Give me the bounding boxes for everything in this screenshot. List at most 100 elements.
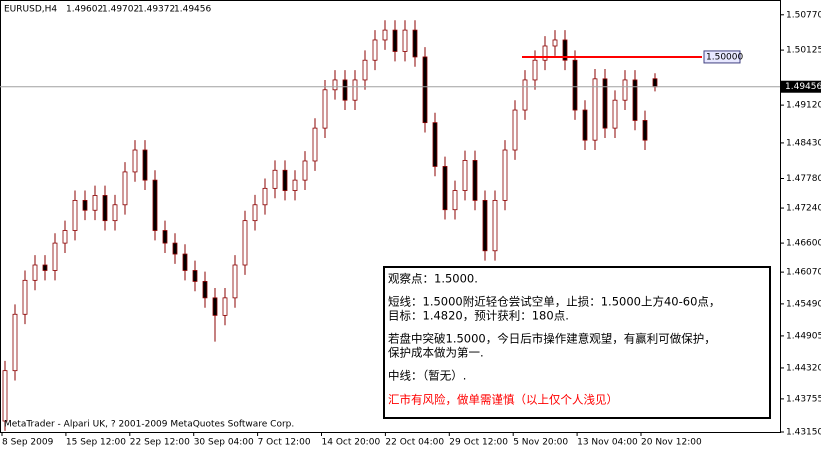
candle-body [572,59,578,111]
candle-body [602,78,608,129]
x-tick-label: 20 Nov 12:00 [641,438,702,448]
candle-body [442,166,448,211]
note-line: 短线：1.5000附近轻仓尝试空单，止损：1.5000上方40-60点， [388,295,720,309]
footer: MetaTrader - Alpari UK, ? 2001-2009 Meta… [4,420,294,430]
x-tick-label: 22 Oct 04:00 [385,438,444,448]
note-line: 保护成本做为第一. [388,346,484,360]
header-price: 1.49602 [66,5,103,15]
candle-body [342,79,348,101]
candle-body [332,79,338,91]
candle-body [302,160,308,181]
y-tick-label: 1.46600 [786,239,821,249]
x-tick-label: 15 Sep 12:00 [66,438,126,448]
candle-body [362,59,368,81]
candle-body [42,264,48,271]
candle-body [72,199,78,231]
level-label: 1.50000 [706,52,743,62]
candle-body [632,79,638,121]
header-price: 1.49456 [174,5,211,15]
note-line: 中线：（暂无）. [388,369,466,383]
note-line: 目标：1.4820，预计获利：180点. [388,309,569,323]
candle-body [212,297,218,316]
candle-body [512,109,518,151]
candle-body [472,160,478,201]
candle-body [652,78,658,88]
candle-body [452,190,458,211]
candle-body [322,89,328,129]
y-tick-label: 1.44320 [786,363,821,373]
y-tick-label: 1.48430 [786,138,821,148]
candle-body [432,122,438,167]
y-tick-label: 1.44905 [786,331,821,341]
candle-body [192,270,198,282]
y-tick-label: 1.50770 [786,10,821,20]
candle-body [502,149,508,201]
candle-body [252,204,258,222]
x-tick-label: 5 Nov 20:00 [513,438,568,448]
candle-body [532,59,538,81]
candle-body [132,149,138,173]
candle-body [272,169,278,189]
candle-body [52,242,58,271]
candle-body [182,253,188,271]
candle-body [642,120,648,141]
header-price: 1.49702 [102,5,139,15]
y-tick-label: 1.47240 [786,204,821,214]
candle-body [372,39,378,61]
candle-body [312,127,318,162]
y-tick-label: 1.47780 [786,174,821,184]
candle-body [282,169,288,191]
x-tick-label: 7 Oct 12:00 [258,438,311,448]
candle-body [482,199,488,252]
candle-body [2,370,8,422]
candle-body [232,264,238,299]
candle-body [242,220,248,266]
candle-body [462,160,468,191]
candle-body [492,199,498,252]
candle-body [392,29,398,52]
candle-body [102,195,108,222]
candle-body [582,109,588,141]
current-price-label: 1.49456 [785,82,821,92]
candle-body [82,199,88,211]
y-tick-label: 1.49120 [786,101,821,111]
candle-body [592,78,598,141]
x-tick-label: 30 Sep 04:00 [194,438,254,448]
candle-body [152,179,158,231]
candle-body [62,230,68,244]
x-tick-label: 22 Sep 12:00 [130,438,190,448]
candle-body [12,313,18,372]
candle-body [142,149,148,181]
candle-body [22,279,28,315]
candle-body [202,281,208,299]
candle-body [292,179,298,191]
candle-body [522,79,528,111]
y-tick-label: 1.46070 [786,268,821,278]
x-tick-label: 13 Nov 04:00 [577,438,638,448]
note-line: 若盘中突破1.5000，今日后市操作建意观望，有赢利可做保护， [388,332,716,346]
candle-body [162,230,168,244]
candle-body [422,56,428,124]
candle-body [32,264,38,281]
candle-body [402,29,408,52]
candle-body [622,79,628,101]
candle-body [122,171,128,206]
candle-body [382,29,388,41]
candle-body [612,99,618,129]
x-tick-label: 8 Sep 2009 [2,438,54,448]
note-line: 观察点：1.5000. [388,272,478,286]
candle-body [262,187,268,206]
symbol: EURUSD,H4 [4,5,57,15]
candle-body [112,204,118,222]
y-tick-label: 1.43150 [786,428,821,438]
candle-body [172,242,178,255]
current-price-tag [781,80,821,93]
level-tag [703,50,741,64]
candle-body [552,39,558,47]
header-price: 1.49372 [138,5,175,15]
y-tick-label: 1.45490 [786,299,821,309]
candle-body [92,195,98,211]
candle-body [412,29,418,58]
y-tick-label: 1.50125 [786,46,821,56]
